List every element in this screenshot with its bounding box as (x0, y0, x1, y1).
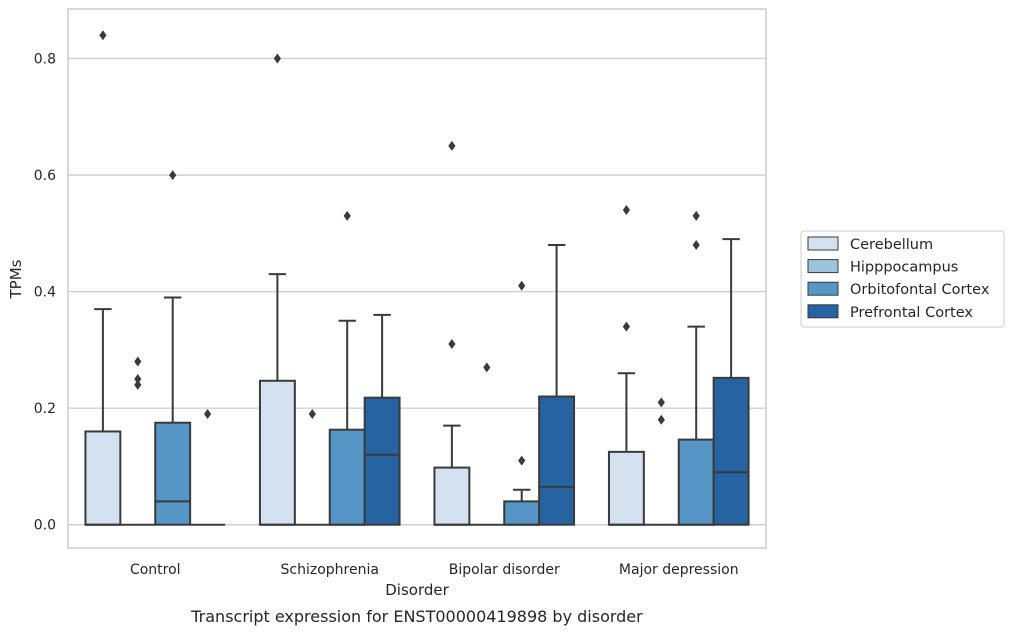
box-cerebellum (433, 140, 471, 526)
box-hipppocampus (294, 408, 330, 526)
x-tick-label: Control (130, 562, 181, 578)
y-tick-label: 0.0 (34, 518, 56, 534)
outlier-point (622, 321, 630, 332)
box-prefrontal-cortex (363, 313, 401, 526)
box (538, 395, 576, 526)
legend-swatch (807, 304, 839, 319)
box (677, 438, 715, 526)
outlier-point (134, 374, 142, 385)
outlier-point (657, 397, 665, 408)
y-tick-label: 0.4 (34, 285, 56, 301)
outlier-point (448, 140, 456, 151)
box (712, 376, 750, 526)
outlier-point (657, 414, 665, 425)
box (154, 421, 192, 526)
outlier-point (343, 210, 351, 221)
legend-label: Hipppocampus (850, 260, 958, 276)
outlier-point (308, 408, 316, 419)
y-tick-labels: 0.0 0.2 0.4 0.6 0.8 (34, 52, 56, 534)
legend-label: Cerebellum (850, 237, 933, 253)
x-tick-label: Bipolar disorder (449, 562, 560, 578)
legend-swatch (807, 281, 839, 296)
outlier-point (134, 379, 142, 390)
box-cerebellum (258, 53, 296, 526)
y-tick-label: 0.2 (34, 401, 56, 417)
x-tick-label: Schizophrenia (281, 562, 379, 578)
legend-swatch (807, 259, 839, 274)
legend-label: Orbitofontal Cortex (850, 282, 990, 298)
box-hipppocampus (120, 356, 156, 526)
box (433, 466, 471, 526)
outlier-point (692, 210, 700, 221)
y-axis-title: TPMs (7, 259, 25, 299)
box-cerebellum (607, 205, 645, 526)
outlier-point (448, 339, 456, 350)
y-tick-label: 0.6 (34, 168, 56, 184)
legend-frame (800, 230, 1005, 328)
x-tick-labels: Control Schizophrenia Bipolar disorder Majo… (130, 562, 739, 578)
box-prefrontal-cortex (190, 408, 226, 526)
box-hipppocampus (469, 362, 505, 526)
outlier-point (483, 362, 491, 373)
box-orbitofontal-cortex (154, 170, 192, 526)
box-orbitofontal-cortex (503, 280, 541, 526)
chart-caption: Transcript expression for ENST0000041989… (190, 607, 643, 626)
legend-swatch (807, 236, 839, 251)
box (607, 450, 645, 526)
legend-label: Prefrontal Cortex (850, 305, 973, 321)
box-plots (84, 30, 750, 526)
box (258, 379, 296, 526)
box (503, 500, 541, 526)
y-tick-label: 0.8 (34, 52, 56, 68)
box (363, 396, 401, 526)
legend: Cerebellum Hipppocampus Orbitofontal Corte… (800, 230, 1005, 328)
box-prefrontal-cortex (712, 238, 750, 526)
outlier-point (622, 205, 630, 216)
outlier-point (134, 356, 142, 367)
outlier-point (518, 280, 526, 291)
x-tick-label: Major depression (619, 562, 739, 578)
outlier-point (518, 455, 526, 466)
outlier-point (99, 30, 107, 41)
outlier-point (692, 239, 700, 250)
box-prefrontal-cortex (538, 243, 576, 526)
outlier-point (169, 170, 177, 181)
box (328, 428, 366, 526)
box-cerebellum (84, 30, 122, 526)
outlier-point (204, 408, 212, 419)
outlier-point (273, 53, 281, 64)
box (84, 430, 122, 526)
x-axis-title: Disorder (385, 581, 449, 599)
box-hipppocampus (643, 397, 679, 526)
box-orbitofontal-cortex (328, 210, 366, 526)
